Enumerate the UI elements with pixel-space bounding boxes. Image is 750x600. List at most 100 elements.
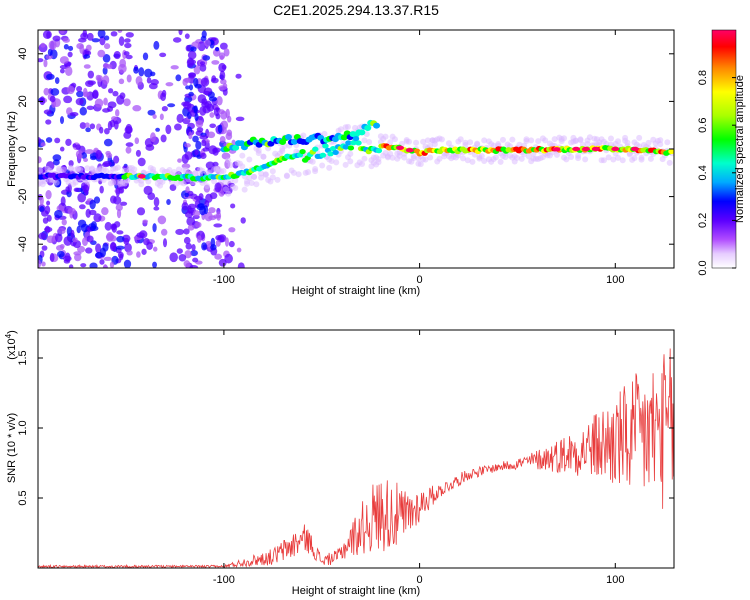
spectrogram-noise-cell bbox=[113, 196, 122, 205]
spectrogram-noise-cell bbox=[89, 199, 96, 210]
spectrogram-halo-cell bbox=[645, 139, 652, 146]
spectrogram-noise-cell bbox=[54, 77, 60, 84]
snr-x-tick-label: -100 bbox=[213, 574, 235, 586]
spectrogram-noise-cell bbox=[56, 227, 66, 235]
spectrogram-noise-cell bbox=[65, 138, 72, 147]
spectrogram-halo-cell bbox=[248, 179, 255, 186]
spectrogram-noise-cell bbox=[52, 35, 61, 42]
spectrogram-noise-cell bbox=[75, 144, 81, 150]
spectrogram-noise-cell bbox=[181, 101, 190, 107]
spectrogram-noise-cell bbox=[45, 54, 53, 60]
spectrogram-halo-cell bbox=[309, 158, 316, 165]
spectrogram-noise-cell bbox=[125, 54, 133, 60]
snr-frame bbox=[37, 329, 675, 569]
spectrogram-noise-cell bbox=[209, 123, 217, 129]
spectrogram-noise-cell bbox=[110, 242, 117, 250]
spectrogram-halo-cell bbox=[300, 132, 307, 139]
spectrogram-noise-cell bbox=[194, 113, 199, 122]
spectrogram-noise-cell bbox=[187, 59, 197, 65]
spectrogram-noise-cell bbox=[86, 235, 94, 243]
spectrogram-noise-cell bbox=[145, 144, 155, 151]
spectrogram-noise-cell bbox=[188, 84, 194, 91]
snr-y-ticks: 0.5 1.0 1.5 bbox=[17, 350, 674, 506]
spectrogram-noise-cell bbox=[150, 71, 156, 77]
spectrogram-halo-cell bbox=[366, 138, 373, 145]
spectrogram-halo-cell bbox=[239, 152, 246, 159]
spectrogram-noise-cell bbox=[109, 235, 117, 242]
spectrogram-halo-cell bbox=[542, 137, 549, 144]
spectrogram-noise-cell bbox=[116, 208, 122, 219]
spectrogram-noise-cell bbox=[83, 157, 89, 162]
spectrogram-halo-cell bbox=[497, 158, 504, 165]
spectrogram-noise-cell bbox=[174, 123, 182, 131]
spectrogram-marks bbox=[38, 30, 674, 268]
spectrogram-noise-cell bbox=[102, 75, 110, 85]
spectrogram-noise-cell bbox=[102, 264, 108, 268]
spectrogram-noise-cell bbox=[155, 127, 161, 132]
spectrogram-halo-cell bbox=[481, 158, 488, 165]
spectrogram-ridge-cell bbox=[327, 151, 334, 157]
spectrogram-noise-cell bbox=[216, 96, 223, 106]
spectrogram-halo-cell bbox=[225, 157, 232, 164]
spectrogram-noise-cell bbox=[197, 203, 205, 209]
spectrogram-noise-cell bbox=[99, 126, 104, 134]
snr-x-tick-label: 100 bbox=[606, 574, 624, 586]
spectrogram-noise-cell bbox=[77, 245, 86, 253]
spectrogram-halo-cell bbox=[227, 162, 234, 169]
snr-y-tick-label: 0.5 bbox=[17, 490, 29, 505]
spectrogram-noise-cell bbox=[45, 137, 53, 143]
spectrogram-noise-cell bbox=[175, 74, 182, 82]
spectrogram-noise-cell bbox=[191, 244, 196, 252]
spectrogram-peak-cell bbox=[630, 146, 639, 152]
spectrogram-halo-cell bbox=[347, 158, 354, 165]
spectrogram-halo-cell bbox=[382, 133, 389, 140]
spectrogram-ridge-cell bbox=[322, 143, 329, 149]
spectrogram-noise-cell bbox=[104, 35, 110, 41]
spectrogram-noise-cell bbox=[106, 152, 113, 159]
spectrogram-halo-cell bbox=[258, 170, 265, 177]
spectrogram-halo-cell bbox=[474, 141, 481, 148]
spectrogram-noise-cell bbox=[82, 184, 90, 194]
spectrogram-halo-cell bbox=[333, 159, 340, 166]
spectrogram-halo-cell bbox=[572, 137, 579, 144]
spectrogram-halo-cell bbox=[469, 158, 476, 165]
spectrogram-noise-cell bbox=[187, 224, 195, 231]
spectrogram-noise-cell bbox=[204, 39, 211, 47]
snr-y-tick-label: 1.5 bbox=[17, 350, 29, 365]
spectrogram-noise-cell bbox=[89, 262, 98, 268]
spectrogram-halo-cell bbox=[246, 156, 253, 163]
spectrogram-noise-cell bbox=[103, 97, 108, 106]
spectrogram-noise-cell bbox=[185, 85, 190, 90]
spectrogram-noise-cell bbox=[210, 244, 217, 251]
spectrogram-ridge-cell bbox=[299, 148, 306, 155]
spectrogram-noise-cell bbox=[224, 237, 229, 247]
spectrogram-halo-cell bbox=[481, 137, 488, 144]
spectrogram-halo-cell bbox=[269, 168, 276, 175]
spectrogram-halo-cell bbox=[478, 152, 485, 159]
spectrogram-halo-cell bbox=[321, 130, 328, 137]
spectrogram-noise-cell bbox=[176, 113, 184, 124]
spectrogram-noise-cell bbox=[49, 252, 55, 263]
spectrogram-noise-cell bbox=[219, 55, 224, 61]
spectrogram-noise-cell bbox=[219, 135, 226, 144]
spectrogram-halo-cell bbox=[422, 156, 429, 163]
spectrogram-noise-cell bbox=[40, 42, 46, 48]
spectrogram-noise-cell bbox=[80, 223, 89, 233]
spectrogram-halo-cell bbox=[269, 174, 276, 181]
spectrogram-halo-cell bbox=[577, 137, 584, 144]
spectrogram-noise-cell bbox=[190, 249, 198, 257]
spectrogram-y-axis-label: Frequency (Hz) bbox=[6, 111, 18, 187]
spectrogram-noise-cell bbox=[74, 253, 82, 262]
spectrogram-noise-cell bbox=[124, 38, 131, 43]
spectrogram-noise-cell bbox=[193, 65, 201, 75]
spectrogram-ridge-cell bbox=[668, 148, 674, 155]
spectrogram-ridge-cell bbox=[332, 149, 339, 156]
spectrogram-noise-cell bbox=[219, 70, 226, 81]
spectrogram-noise-cell bbox=[183, 78, 191, 83]
spectrogram-noise-cell bbox=[97, 49, 106, 58]
spectrogram-halo-cell bbox=[638, 156, 645, 163]
spectrogram-noise-cell bbox=[138, 67, 145, 77]
spectrogram-halo-cell bbox=[568, 154, 575, 161]
spectrogram-halo-cell bbox=[232, 177, 239, 184]
spectrogram-noise-cell bbox=[199, 152, 207, 160]
